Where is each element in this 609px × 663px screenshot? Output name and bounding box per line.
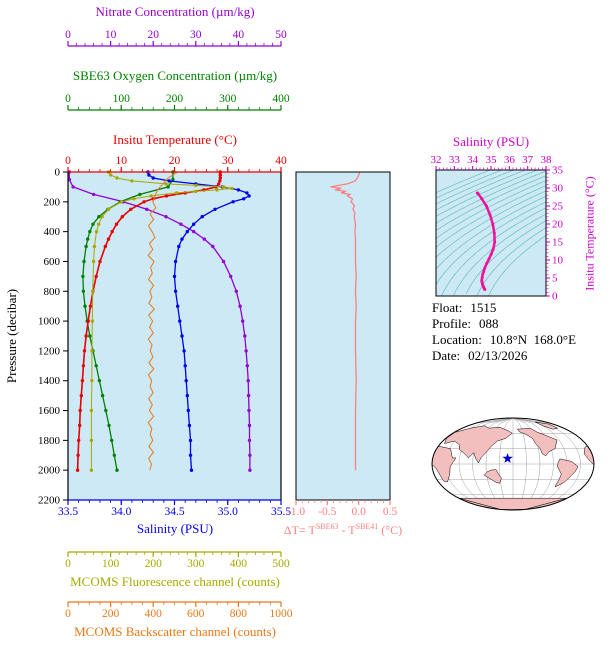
svg-text:300: 300	[219, 93, 237, 105]
svg-text:33: 33	[449, 154, 461, 166]
svg-text:5: 5	[552, 273, 558, 285]
svg-text:50: 50	[275, 29, 287, 41]
svg-text:0: 0	[65, 608, 71, 620]
svg-text:0: 0	[552, 291, 558, 303]
svg-text:800: 800	[230, 608, 248, 620]
svg-text:33.5: 33.5	[58, 506, 78, 518]
svg-text:400: 400	[44, 226, 61, 238]
svg-text:10: 10	[552, 255, 564, 267]
svg-text:0.5: 0.5	[383, 506, 398, 518]
nitrate-axis-title: Nitrate Concentration (µm/kg)	[95, 4, 255, 19]
svg-text:35: 35	[486, 154, 498, 166]
oxygen-axis-title: SBE63 Oxygen Concentration (µm/kg)	[72, 68, 278, 83]
svg-text:35.5: 35.5	[271, 506, 291, 518]
date-line: Date: 02/13/2026	[432, 348, 576, 364]
svg-text:34: 34	[467, 154, 479, 166]
svg-text:35: 35	[552, 165, 564, 177]
svg-text:10: 10	[116, 155, 128, 167]
profile-line: Profile: 088	[432, 316, 576, 332]
delta-t-axis-title: ΔT= TSBE63 - TSBE41 (°C)	[283, 522, 403, 537]
svg-text:600: 600	[187, 608, 205, 620]
svg-text:0: 0	[55, 167, 61, 179]
float-label: Float:	[432, 300, 463, 315]
svg-text:34.0: 34.0	[111, 506, 131, 518]
location-value: 10.8°N 168.0°E	[489, 332, 577, 347]
svg-text:1400: 1400	[38, 375, 61, 387]
svg-text:1800: 1800	[38, 435, 61, 447]
float-id-line: Float: 1515	[432, 300, 576, 316]
svg-text:34.5: 34.5	[164, 506, 184, 518]
svg-text:2200: 2200	[38, 495, 61, 507]
svg-text:-1.0: -1.0	[287, 506, 305, 518]
svg-text:40: 40	[275, 155, 287, 167]
float-value: 1515	[470, 300, 497, 315]
svg-text:38: 38	[541, 154, 553, 166]
fluorescence-axis-title: MCOMS Fluorescence channel (counts)	[70, 574, 280, 589]
svg-text:15: 15	[552, 237, 564, 249]
svg-text:1000: 1000	[270, 608, 293, 620]
svg-text:400: 400	[230, 558, 248, 570]
svg-text:100: 100	[102, 558, 120, 570]
ts-temperature-axis-title: Insitu Temperature (°C)	[582, 176, 597, 291]
svg-text:10: 10	[105, 29, 117, 41]
svg-text:30: 30	[222, 155, 234, 167]
salinity-axis-title: Salinity (PSU)	[136, 521, 214, 536]
svg-text:36: 36	[504, 154, 516, 166]
svg-text:-0.5: -0.5	[318, 506, 336, 518]
svg-text:0: 0	[65, 93, 71, 105]
svg-text:20: 20	[169, 155, 181, 167]
pressure-axis-title: Pressure (decibar)	[4, 288, 19, 384]
svg-text:400: 400	[145, 608, 163, 620]
svg-text:300: 300	[187, 558, 205, 570]
svg-text:100: 100	[113, 93, 131, 105]
svg-text:20: 20	[147, 29, 159, 41]
svg-text:37: 37	[522, 154, 534, 166]
svg-text:200: 200	[166, 93, 184, 105]
svg-text:0: 0	[65, 558, 71, 570]
svg-text:0: 0	[65, 29, 71, 41]
svg-text:800: 800	[44, 286, 61, 298]
svg-text:1000: 1000	[38, 316, 61, 328]
location-label: Location:	[432, 332, 482, 347]
ts-salinity-axis-title: Salinity (PSU)	[452, 134, 530, 149]
profile-label: Profile:	[432, 316, 471, 331]
svg-text:30: 30	[552, 183, 564, 195]
float-info-block: Float: 1515 Profile: 088 Location: 10.8°N 1…	[432, 300, 576, 364]
date-label: Date:	[432, 348, 461, 363]
backscatter-axis-title: MCOMS Backscatter channel (counts)	[74, 624, 276, 639]
svg-text:2000: 2000	[38, 465, 61, 477]
svg-text:500: 500	[272, 558, 290, 570]
svg-text:200: 200	[102, 608, 120, 620]
svg-text:200: 200	[145, 558, 163, 570]
svg-text:1200: 1200	[38, 345, 61, 357]
svg-text:30: 30	[190, 29, 202, 41]
date-value: 02/13/2026	[468, 348, 528, 363]
location-line: Location: 10.8°N 168.0°E	[432, 332, 576, 348]
svg-text:0.0: 0.0	[351, 506, 366, 518]
svg-text:35.0: 35.0	[218, 506, 238, 518]
svg-text:0: 0	[65, 155, 71, 167]
temperature-axis-title: Insitu Temperature (°C)	[113, 132, 237, 147]
svg-text:20: 20	[552, 219, 564, 231]
svg-text:25: 25	[552, 201, 564, 213]
svg-text:40: 40	[233, 29, 245, 41]
svg-text:400: 400	[272, 93, 290, 105]
profile-value: 088	[479, 316, 499, 331]
svg-text:32: 32	[431, 154, 442, 166]
svg-text:200: 200	[44, 196, 61, 208]
svg-text:1600: 1600	[38, 405, 61, 417]
svg-text:600: 600	[44, 256, 61, 268]
